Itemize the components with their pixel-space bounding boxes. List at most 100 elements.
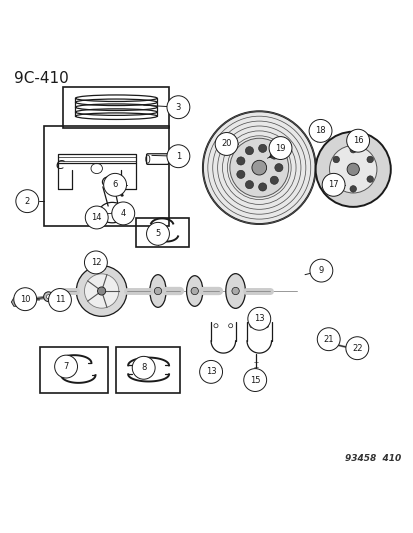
Circle shape [247,308,270,330]
Text: 18: 18 [314,126,325,135]
Circle shape [55,355,77,378]
Text: 12: 12 [90,258,101,267]
Circle shape [349,185,356,192]
Bar [43,126,169,225]
Circle shape [270,151,278,159]
Text: 19: 19 [275,143,285,152]
Text: 11: 11 [55,295,65,304]
Ellipse shape [221,142,227,146]
Text: 93458  410: 93458 410 [344,454,400,463]
Circle shape [43,292,53,302]
Text: 13: 13 [205,367,216,376]
Ellipse shape [154,287,161,295]
Bar [63,87,169,128]
Bar [116,348,180,393]
Text: 14: 14 [91,213,102,222]
Circle shape [366,156,373,163]
Circle shape [346,163,358,175]
Circle shape [243,369,266,391]
Circle shape [258,144,266,152]
Circle shape [258,183,266,191]
Circle shape [316,328,339,351]
Circle shape [329,146,376,193]
Circle shape [309,259,332,282]
Circle shape [236,170,244,179]
Circle shape [48,288,71,311]
Circle shape [245,181,253,189]
Circle shape [215,133,237,156]
Circle shape [85,206,108,229]
Text: 4: 4 [120,209,126,218]
Circle shape [84,274,119,308]
Ellipse shape [191,287,198,295]
Text: 16: 16 [352,136,363,145]
Circle shape [14,288,37,311]
Circle shape [332,176,339,182]
Circle shape [146,222,169,245]
Circle shape [199,360,222,383]
Circle shape [132,357,155,379]
Circle shape [236,157,244,165]
Ellipse shape [100,220,103,223]
Text: 10: 10 [20,295,31,304]
Ellipse shape [253,381,258,385]
Circle shape [249,324,253,328]
Text: 1: 1 [176,152,180,161]
Circle shape [112,202,134,225]
Text: 15: 15 [249,376,260,384]
Circle shape [166,145,190,168]
Circle shape [166,96,190,119]
Circle shape [366,176,373,182]
Text: 13: 13 [253,314,264,324]
Circle shape [270,176,278,184]
Ellipse shape [225,273,245,309]
Circle shape [315,132,390,207]
Text: 9C-410: 9C-410 [14,71,69,86]
Ellipse shape [99,225,102,228]
Circle shape [274,164,282,172]
Text: 9: 9 [318,266,323,275]
Circle shape [252,160,266,175]
Text: 6: 6 [112,180,118,189]
Circle shape [264,324,268,328]
Bar [135,219,188,247]
Text: 2: 2 [25,197,30,206]
Ellipse shape [231,287,239,295]
Circle shape [84,251,107,274]
Circle shape [202,111,315,224]
Circle shape [349,147,356,153]
Bar [40,348,108,393]
Circle shape [229,138,288,197]
Circle shape [346,130,369,152]
Text: C: C [56,159,64,172]
Text: 7: 7 [63,362,69,371]
Circle shape [228,324,232,328]
Circle shape [321,173,344,196]
Text: 22: 22 [351,344,362,353]
Circle shape [332,156,339,163]
Ellipse shape [353,348,358,351]
Circle shape [76,265,127,316]
Text: 17: 17 [328,180,338,189]
Circle shape [214,324,218,328]
Text: 8: 8 [141,364,146,372]
Text: 20: 20 [221,140,231,149]
Bar [58,154,135,163]
Circle shape [245,147,253,155]
Circle shape [97,287,105,295]
Text: 21: 21 [323,335,333,344]
Circle shape [319,334,326,342]
Ellipse shape [313,132,319,136]
Text: 3: 3 [175,103,180,112]
Ellipse shape [120,194,123,197]
Circle shape [268,136,291,159]
Ellipse shape [121,220,124,223]
Circle shape [345,337,368,360]
Ellipse shape [150,274,166,308]
Circle shape [309,119,331,142]
Circle shape [103,173,126,196]
Text: 5: 5 [155,229,160,238]
Ellipse shape [186,276,202,306]
Circle shape [16,190,39,213]
Circle shape [46,295,50,299]
